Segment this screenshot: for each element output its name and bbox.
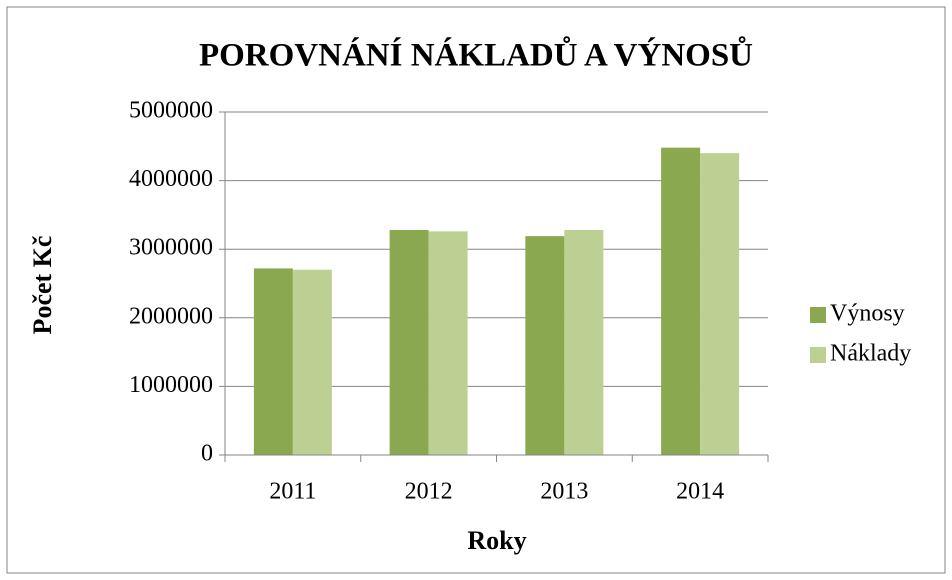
bar [700, 153, 740, 455]
y-tick-label: 5000000 [129, 98, 213, 124]
y-tick-label: 3000000 [129, 235, 213, 261]
bar [292, 269, 332, 455]
y-tick-label: 4000000 [129, 166, 213, 192]
legend-swatch [810, 347, 826, 363]
y-tick-label: 0 [201, 441, 213, 467]
bar [253, 268, 293, 455]
bar [564, 229, 604, 455]
x-tick-label: 2011 [269, 479, 316, 505]
y-tick-label: 1000000 [129, 372, 213, 398]
legend-swatch [810, 307, 826, 323]
bar [661, 147, 701, 455]
chart-border [6, 6, 946, 574]
legend-label: Výnosy [830, 301, 905, 327]
x-tick-label: 2013 [540, 479, 588, 505]
y-tick-label: 2000000 [129, 303, 213, 329]
x-axis-label: Roky [467, 526, 526, 555]
bar [525, 236, 565, 455]
x-tick-label: 2014 [676, 479, 724, 505]
bar [389, 229, 429, 455]
y-axis-label: Počet Kč [28, 236, 57, 335]
x-tick-label: 2012 [405, 479, 453, 505]
chart-title: POROVNÁNÍ NÁKLADŮ A VÝNOSŮ [199, 35, 753, 74]
legend-label: Náklady [830, 341, 911, 367]
bar [428, 231, 468, 455]
